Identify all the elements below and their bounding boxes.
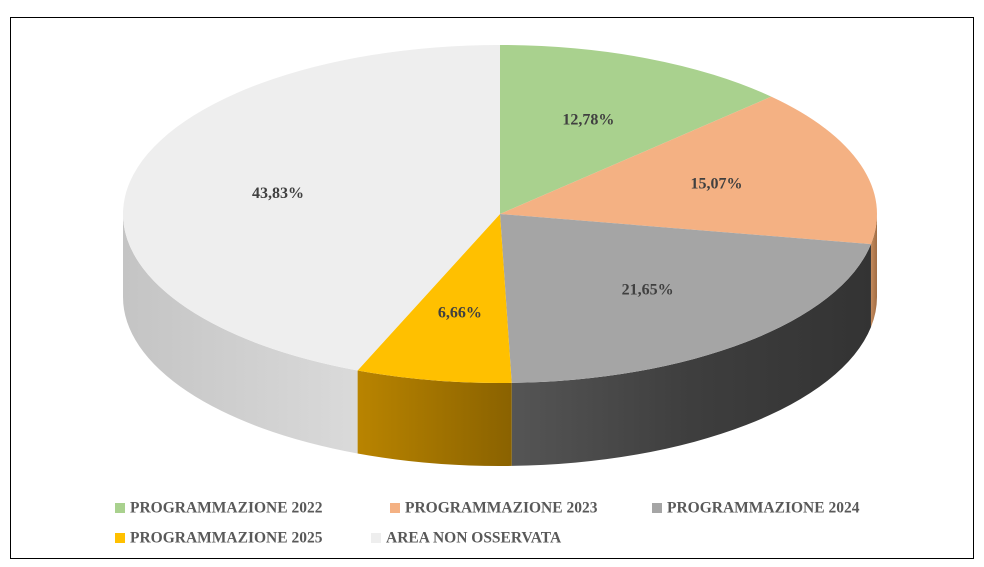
slice <box>500 96 877 245</box>
data-label: 21,65% <box>622 281 674 298</box>
legend-label: PROGRAMMAZIONE 2025 <box>130 530 323 547</box>
data-label: 12,78% <box>562 111 614 128</box>
legend-label: AREA NON OSSERVATA <box>386 530 562 547</box>
slice-side <box>870 214 877 328</box>
slice-side <box>123 214 358 454</box>
data-label: 15,07% <box>690 175 742 192</box>
slice <box>500 214 871 383</box>
legend-label: PROGRAMMAZIONE 2024 <box>667 500 860 517</box>
legend-swatch <box>390 503 400 513</box>
slice-side <box>511 244 871 466</box>
legend-swatch <box>652 503 662 513</box>
legend-label: PROGRAMMAZIONE 2022 <box>130 500 323 517</box>
legend-label: PROGRAMMAZIONE 2023 <box>405 500 598 517</box>
slice <box>357 214 512 383</box>
slice <box>500 45 772 214</box>
slice <box>122 45 500 371</box>
legend-swatch <box>115 503 125 513</box>
legend-swatch <box>115 533 125 543</box>
data-label: 6,66% <box>438 304 482 321</box>
slice-side <box>357 370 512 466</box>
legend-swatch <box>371 533 381 543</box>
frame <box>10 17 974 559</box>
data-label: 43,83% <box>252 185 304 202</box>
